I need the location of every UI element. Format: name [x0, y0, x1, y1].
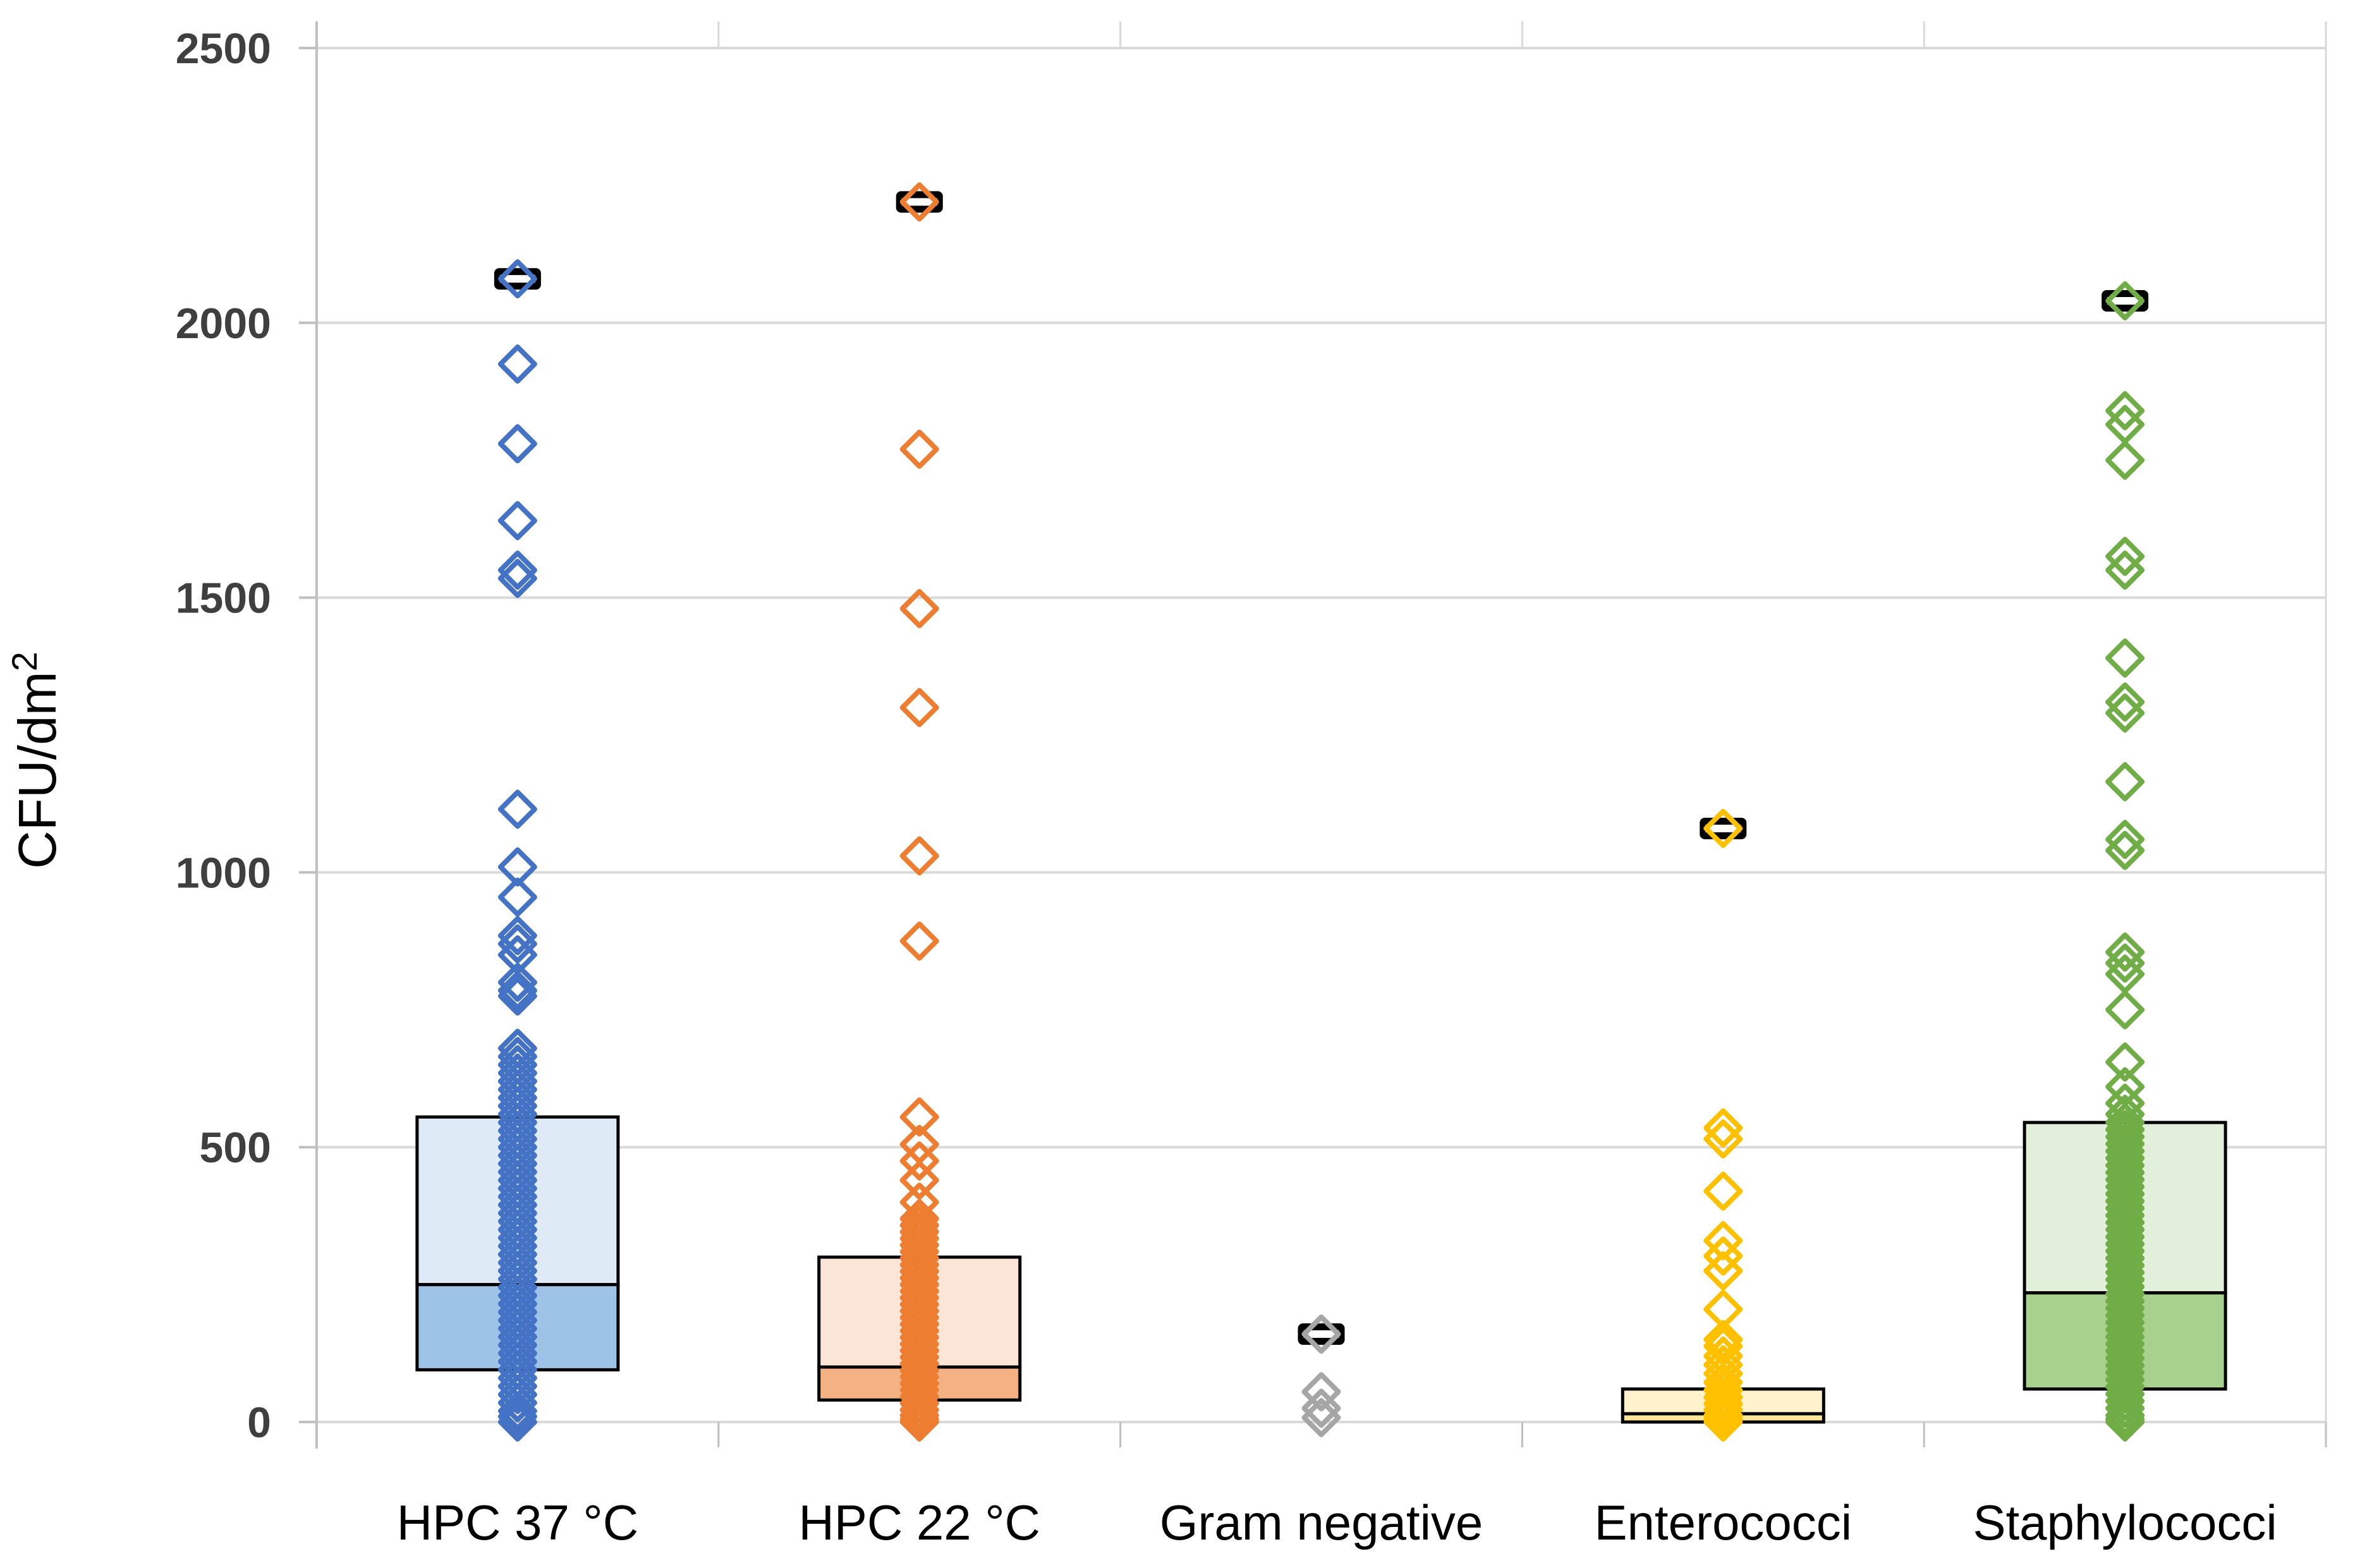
data-point-diamond — [1703, 1251, 1743, 1291]
data-point-diamond — [497, 963, 537, 1002]
data-point-diamond — [497, 971, 537, 1011]
data-point-diamond — [2105, 1395, 2145, 1435]
data-point-diamond — [899, 836, 939, 876]
data-point-diamond — [1703, 1108, 1743, 1148]
data-point-diamond — [2105, 943, 2145, 983]
data-point-diamond — [2105, 762, 2145, 801]
data-point-diamond — [2105, 932, 2145, 972]
data-point-diamond — [2105, 693, 2145, 733]
data-point-diamond — [1703, 1171, 1743, 1211]
data-point-diamond — [899, 429, 939, 469]
data-point-diamond — [1703, 1221, 1743, 1261]
max-cap-stripe — [1705, 824, 1741, 832]
data-point-diamond — [899, 1124, 939, 1164]
data-point-diamond — [1301, 1314, 1341, 1354]
data-point-diamond — [2105, 830, 2145, 870]
data-point-diamond — [2105, 391, 2145, 430]
data-point-diamond — [497, 847, 537, 887]
data-point-diamond — [1703, 1395, 1743, 1435]
box-upper-quartile — [415, 1115, 620, 1287]
max-cap-stripe — [1303, 1330, 1339, 1338]
data-point-diamond — [497, 344, 537, 384]
data-point-diamond — [2105, 404, 2145, 444]
data-point-diamond — [899, 1390, 939, 1430]
max-cap-stripe — [2107, 297, 2143, 305]
data-point-diamond — [2105, 1402, 2145, 1442]
data-point-diamond — [2105, 550, 2145, 590]
data-point-diamond — [2105, 1389, 2145, 1428]
y-tick-label: 0 — [247, 1399, 271, 1447]
data-point-diamond — [899, 588, 939, 628]
data-point-diamond — [899, 182, 939, 222]
data-point-diamond — [1301, 1389, 1341, 1428]
data-point-diamond — [497, 1397, 537, 1437]
data-point-diamond — [1703, 1384, 1743, 1424]
data-point-diamond — [1703, 1336, 1743, 1376]
data-point-diamond — [1703, 1236, 1743, 1276]
y-tick-label: 2000 — [176, 300, 271, 348]
data-point-diamond — [497, 1402, 537, 1442]
y-tick-label: 2500 — [176, 25, 271, 73]
data-point-diamond — [497, 976, 537, 1016]
data-point-diamond — [2105, 638, 2145, 678]
data-point-diamond — [1703, 1289, 1743, 1329]
data-point-diamond — [899, 1395, 939, 1435]
data-point-diamond — [1703, 1327, 1743, 1366]
data-point-diamond — [497, 924, 537, 964]
x-category-label: HPC 37 °C — [397, 1495, 638, 1550]
data-point-diamond — [2105, 990, 2145, 1030]
data-point-diamond — [497, 501, 537, 540]
data-point-diamond — [497, 935, 537, 975]
data-point-diamond — [899, 1097, 939, 1137]
data-point-diamond — [2105, 954, 2145, 994]
data-point-diamond — [497, 550, 537, 590]
y-tick-label: 1000 — [176, 849, 271, 897]
data-point-diamond — [1301, 1398, 1341, 1438]
data-point-diamond — [2105, 682, 2145, 722]
data-point-diamond — [497, 559, 537, 599]
data-point-diamond — [1703, 1119, 1743, 1159]
x-category-label: HPC 22 °C — [799, 1495, 1040, 1550]
data-point-diamond — [1703, 808, 1743, 848]
x-category-label: Staphylococci — [1973, 1495, 2277, 1550]
data-point-diamond — [2105, 820, 2145, 860]
data-point-diamond — [899, 921, 939, 961]
data-point-diamond — [899, 1402, 939, 1442]
data-point-diamond — [899, 1383, 939, 1423]
data-point-diamond — [2105, 1067, 2145, 1107]
data-point-diamond — [1703, 1390, 1743, 1430]
data-point-diamond — [899, 688, 939, 727]
data-point-diamond — [1703, 1402, 1743, 1442]
x-category-label: Enterococci — [1595, 1495, 1853, 1550]
y-tick-label: 500 — [200, 1124, 271, 1172]
data-point-diamond — [497, 877, 537, 917]
data-point-diamond — [2105, 1042, 2145, 1082]
data-point-diamond — [497, 789, 537, 829]
max-cap-stripe — [901, 198, 937, 206]
x-category-label: Gram negative — [1160, 1495, 1483, 1550]
data-point-diamond — [2105, 281, 2145, 321]
y-tick-label: 1500 — [176, 574, 271, 623]
data-point-diamond — [2105, 537, 2145, 576]
data-point-diamond — [497, 259, 537, 299]
y-axis-title: CFU/dm2 — [4, 652, 67, 869]
data-point-diamond — [497, 424, 537, 464]
data-point-diamond — [497, 1391, 537, 1431]
data-point-diamond — [2105, 441, 2145, 480]
max-cap-stripe — [499, 275, 535, 283]
